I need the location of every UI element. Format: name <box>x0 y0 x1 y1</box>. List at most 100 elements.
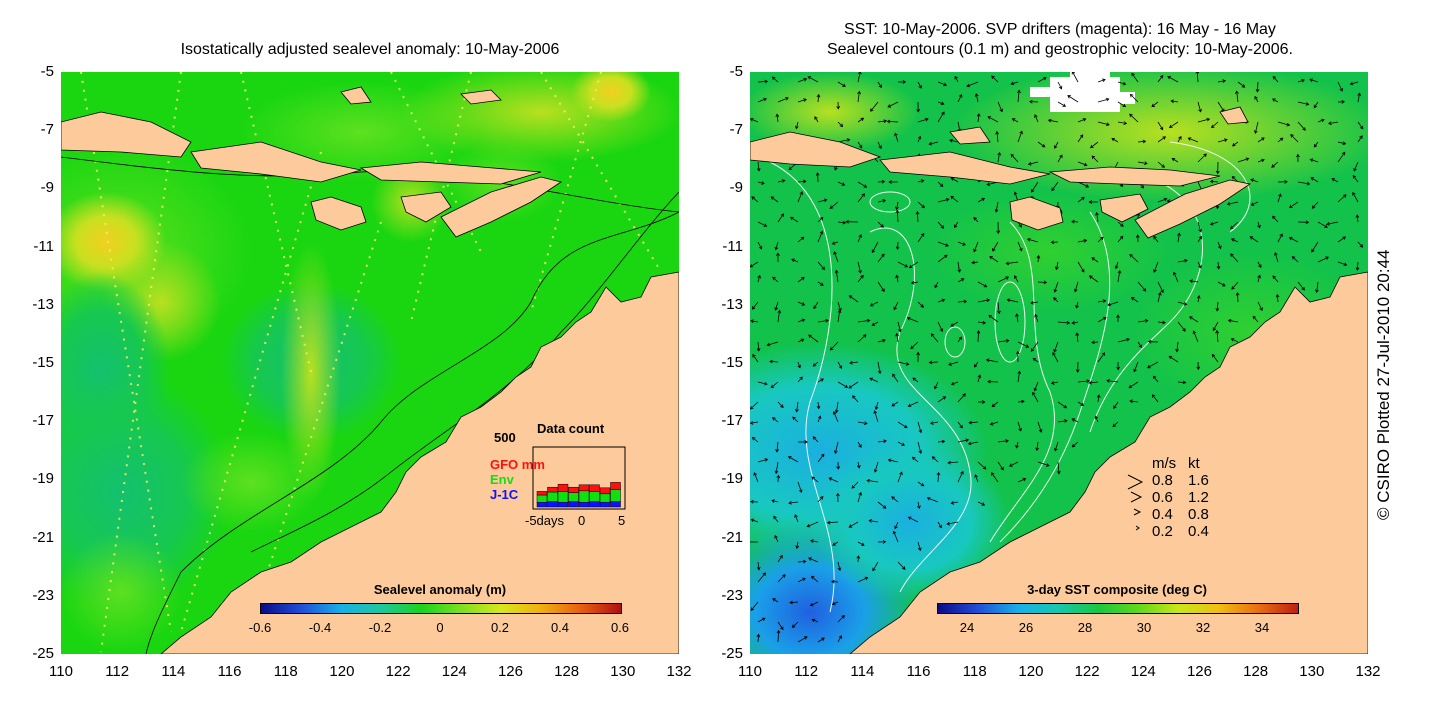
velocity-arrow <box>1296 153 1300 163</box>
velocity-arrow <box>917 541 922 552</box>
left-colorbar-tick-6: 0.6 <box>610 620 630 635</box>
velocity-arrow <box>910 341 919 350</box>
velocity-arrow <box>829 201 839 209</box>
velocity-arrow <box>950 381 959 386</box>
velocity-arrow <box>797 376 803 383</box>
velocity-arrow <box>957 336 962 343</box>
velocity-arrow <box>877 179 886 184</box>
velocity-arrow <box>756 341 761 352</box>
velocity-arrow <box>1153 261 1159 273</box>
velocity-arrow <box>817 216 824 223</box>
velocity-arrow <box>1032 391 1039 403</box>
velocity-arrow <box>1067 95 1079 103</box>
velocity-arrow <box>852 395 859 403</box>
velocity-arrow <box>892 530 899 543</box>
velocity-arrow <box>917 481 925 487</box>
velocity-arrow <box>857 117 865 123</box>
velocity-arrow <box>1297 78 1305 83</box>
velocity-arrow <box>1337 81 1343 92</box>
velocity-arrow <box>1015 441 1019 449</box>
velocity-arrow <box>756 161 761 172</box>
velocity-arrow <box>776 474 781 483</box>
velocity-arrow <box>1088 200 1098 204</box>
velocity-arrow <box>950 195 959 203</box>
velocity-arrow <box>1137 319 1149 323</box>
velocity-arrow <box>789 600 799 605</box>
velocity-arrow <box>1217 241 1222 250</box>
velocity-arrow <box>771 76 779 83</box>
velocity-arrow <box>1075 361 1080 373</box>
velocity-arrow <box>797 481 803 494</box>
data-count-xlabel-zero: 0 <box>578 513 586 528</box>
velocity-arrow <box>874 401 879 411</box>
right-xtick-3: 116 <box>906 663 931 680</box>
velocity-arrow <box>777 621 784 631</box>
velocity-arrow <box>1288 201 1299 209</box>
velocity-arrow <box>773 515 779 523</box>
velocity-arrow <box>1117 337 1130 343</box>
velocity-arrow <box>1053 341 1059 353</box>
velocity-arrow <box>953 221 959 229</box>
velocity-arrow <box>1077 196 1085 203</box>
velocity-arrow <box>895 209 900 223</box>
velocity-arrow <box>1055 261 1059 271</box>
velocity-arrow <box>815 172 820 183</box>
velocity-arrow <box>817 281 824 286</box>
velocity-arrow <box>1297 220 1310 225</box>
velocity-arrow <box>857 421 868 426</box>
velocity-arrow <box>817 453 825 463</box>
velocity-arrow <box>997 276 1010 283</box>
velocity-arrow <box>817 318 829 323</box>
velocity-arrow <box>997 301 1001 315</box>
velocity-arrow <box>770 196 779 203</box>
velocity-arrow <box>845 219 859 224</box>
right-ytick-0: -5 <box>729 63 743 80</box>
velocity-arrow <box>806 521 819 528</box>
velocity-arrow <box>937 254 948 263</box>
velocity-arrow <box>1277 121 1291 127</box>
velocity-arrow <box>797 559 807 564</box>
velocity-arrow <box>772 276 779 283</box>
velocity-arrow <box>857 72 862 83</box>
velocity-arrow <box>797 191 803 203</box>
velocity-arrow <box>1034 114 1039 123</box>
left-xtick-7: 124 <box>441 663 467 680</box>
velocity-arrow <box>917 232 925 243</box>
velocity-arrow <box>751 436 759 443</box>
velocity-arrow <box>751 301 759 310</box>
velocity-arrow <box>1357 135 1363 143</box>
left-ytick-8: -21 <box>32 528 54 546</box>
velocity-arrow <box>809 601 819 607</box>
velocity-arrow <box>1215 161 1220 175</box>
velocity-arrow <box>1352 174 1359 183</box>
velocity-arrow <box>992 241 999 252</box>
velocity-arrow <box>757 241 763 250</box>
velocity-arrow <box>887 101 899 108</box>
velocity-arrow <box>996 221 1001 234</box>
velocity-arrow <box>994 201 999 213</box>
velocity-arrow <box>1157 74 1164 83</box>
velocity-arrow <box>934 381 939 390</box>
velocity-arrow <box>777 309 782 323</box>
velocity-arrow <box>774 301 779 311</box>
left-ytick-7: -19 <box>32 470 54 488</box>
velocity-arrow <box>1017 89 1021 103</box>
left-ytick-9: -23 <box>32 586 54 604</box>
velocity-arrow <box>750 421 759 425</box>
velocity-arrow <box>877 439 887 444</box>
velocity-arrow <box>1337 194 1347 203</box>
velocity-arrow <box>1177 135 1182 143</box>
velocity-arrow <box>977 374 982 383</box>
velocity-arrow <box>877 253 885 263</box>
velocity-arrow <box>837 121 844 128</box>
velocity-arrow <box>856 555 861 563</box>
velocity-arrow <box>757 97 768 103</box>
velocity-arrow <box>1077 118 1087 123</box>
velocity-arrow <box>1037 461 1050 467</box>
velocity-arrow <box>892 373 899 383</box>
velocity-arrow <box>985 358 999 363</box>
velocity-arrow <box>1010 81 1019 86</box>
velocity-arrow <box>1337 236 1347 243</box>
velocity-arrow <box>1216 261 1221 270</box>
velocity-arrow <box>1157 291 1162 303</box>
